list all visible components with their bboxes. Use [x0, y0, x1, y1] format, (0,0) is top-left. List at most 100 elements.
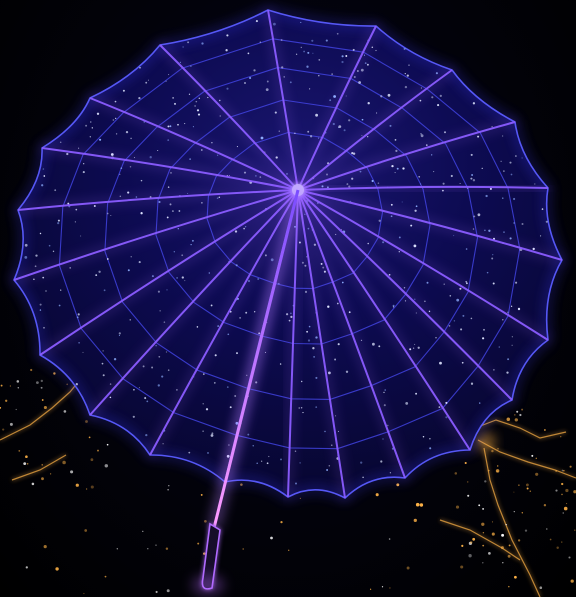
canopy-star	[211, 432, 214, 435]
city-light-dot	[561, 541, 563, 543]
canopy-star	[313, 243, 317, 246]
canopy-star	[307, 130, 310, 133]
city-light-dot	[563, 470, 565, 472]
city-light-dot	[561, 493, 563, 496]
canopy-star	[431, 154, 433, 156]
city-light-dot	[574, 529, 576, 531]
city-light-dot	[280, 520, 283, 524]
canopy-star	[431, 96, 434, 99]
canopy-star	[404, 72, 406, 75]
canopy-star	[169, 203, 172, 206]
canopy-star	[226, 87, 229, 90]
canopy-star	[147, 79, 149, 81]
city-light-dot	[197, 542, 200, 545]
canopy-star	[278, 130, 281, 132]
canopy-star	[127, 269, 130, 272]
canopy-star	[448, 325, 451, 327]
city-light-dot	[97, 449, 99, 452]
canopy-star	[39, 309, 42, 311]
canopy-star	[244, 82, 246, 84]
canopy-star	[255, 20, 258, 23]
city-light-dot	[565, 488, 569, 493]
canopy-star	[326, 173, 328, 176]
canopy-star	[259, 41, 261, 43]
city-light-dot	[375, 493, 379, 497]
canopy-star	[303, 50, 305, 53]
canopy-star	[157, 290, 160, 293]
canopy-star	[328, 464, 331, 467]
canopy-star	[481, 167, 483, 169]
canopy-star	[175, 388, 178, 391]
canopy-star	[98, 270, 101, 273]
canopy-star	[334, 358, 337, 361]
canopy-star	[441, 189, 444, 192]
canopy-star	[201, 42, 204, 45]
canopy-star	[275, 156, 278, 159]
canopy-star	[188, 451, 191, 454]
city-road-line	[469, 419, 567, 439]
canopy-star	[358, 81, 361, 84]
city-light-dot	[535, 457, 538, 460]
canopy-star	[341, 60, 344, 64]
canopy-star	[158, 200, 161, 204]
canopy-star	[115, 117, 117, 120]
canopy-star	[515, 281, 518, 284]
canopy-star	[285, 313, 289, 316]
canopy-star	[312, 347, 315, 350]
canopy-star	[390, 215, 393, 218]
canopy-star	[341, 55, 344, 58]
canopy-star	[210, 304, 213, 307]
canopy-star	[363, 54, 366, 56]
canopy-star	[273, 22, 276, 26]
canopy-star	[89, 136, 91, 138]
umbrella-rib	[149, 189, 299, 456]
canopy-star	[218, 196, 221, 198]
umbrella-shaft	[212, 189, 300, 529]
canopy-star	[245, 311, 248, 314]
canopy-star	[414, 298, 416, 300]
canopy-star	[264, 254, 267, 257]
city-light-dot	[106, 443, 109, 446]
canopy-star	[336, 302, 339, 305]
canopy-star	[472, 228, 475, 230]
canopy-star	[367, 242, 369, 245]
canopy-star	[41, 184, 44, 187]
canopy-star	[300, 407, 303, 409]
canopy-star	[182, 46, 184, 48]
city-light-dot	[488, 469, 490, 472]
canopy-star	[211, 141, 213, 144]
canopy-star	[210, 434, 214, 437]
canopy-star	[165, 80, 167, 82]
city-light-dot	[460, 565, 464, 569]
canopy-star	[103, 289, 106, 292]
canopy-star	[429, 447, 432, 450]
canopy-star	[43, 175, 46, 177]
canopy-star	[332, 122, 335, 126]
canopy-star	[159, 310, 161, 312]
canopy-star	[208, 272, 210, 274]
umbrella-rib	[267, 9, 299, 191]
city-light-dot	[62, 460, 66, 465]
canopy-star	[486, 271, 489, 274]
canopy-star	[219, 115, 221, 117]
canopy-star	[279, 363, 282, 365]
city-light-dot	[521, 512, 523, 514]
canopy-star	[157, 384, 160, 387]
city-light-dot	[514, 418, 518, 422]
canopy-star	[390, 203, 393, 206]
canopy-star	[485, 194, 488, 198]
canopy-star	[90, 121, 92, 123]
canopy-star	[420, 133, 422, 135]
canopy-star	[492, 282, 495, 285]
canopy-web-ring	[104, 67, 479, 400]
canopy-star	[45, 290, 47, 292]
canopy-star	[406, 74, 409, 77]
canopy-star	[54, 189, 57, 192]
canopy-star	[403, 47, 406, 50]
canopy-star	[197, 113, 201, 116]
city-light-dot	[55, 567, 59, 571]
canopy-star	[509, 161, 512, 164]
canopy-star	[85, 124, 88, 127]
city-light-dot	[535, 472, 539, 476]
canopy-star	[256, 462, 258, 465]
